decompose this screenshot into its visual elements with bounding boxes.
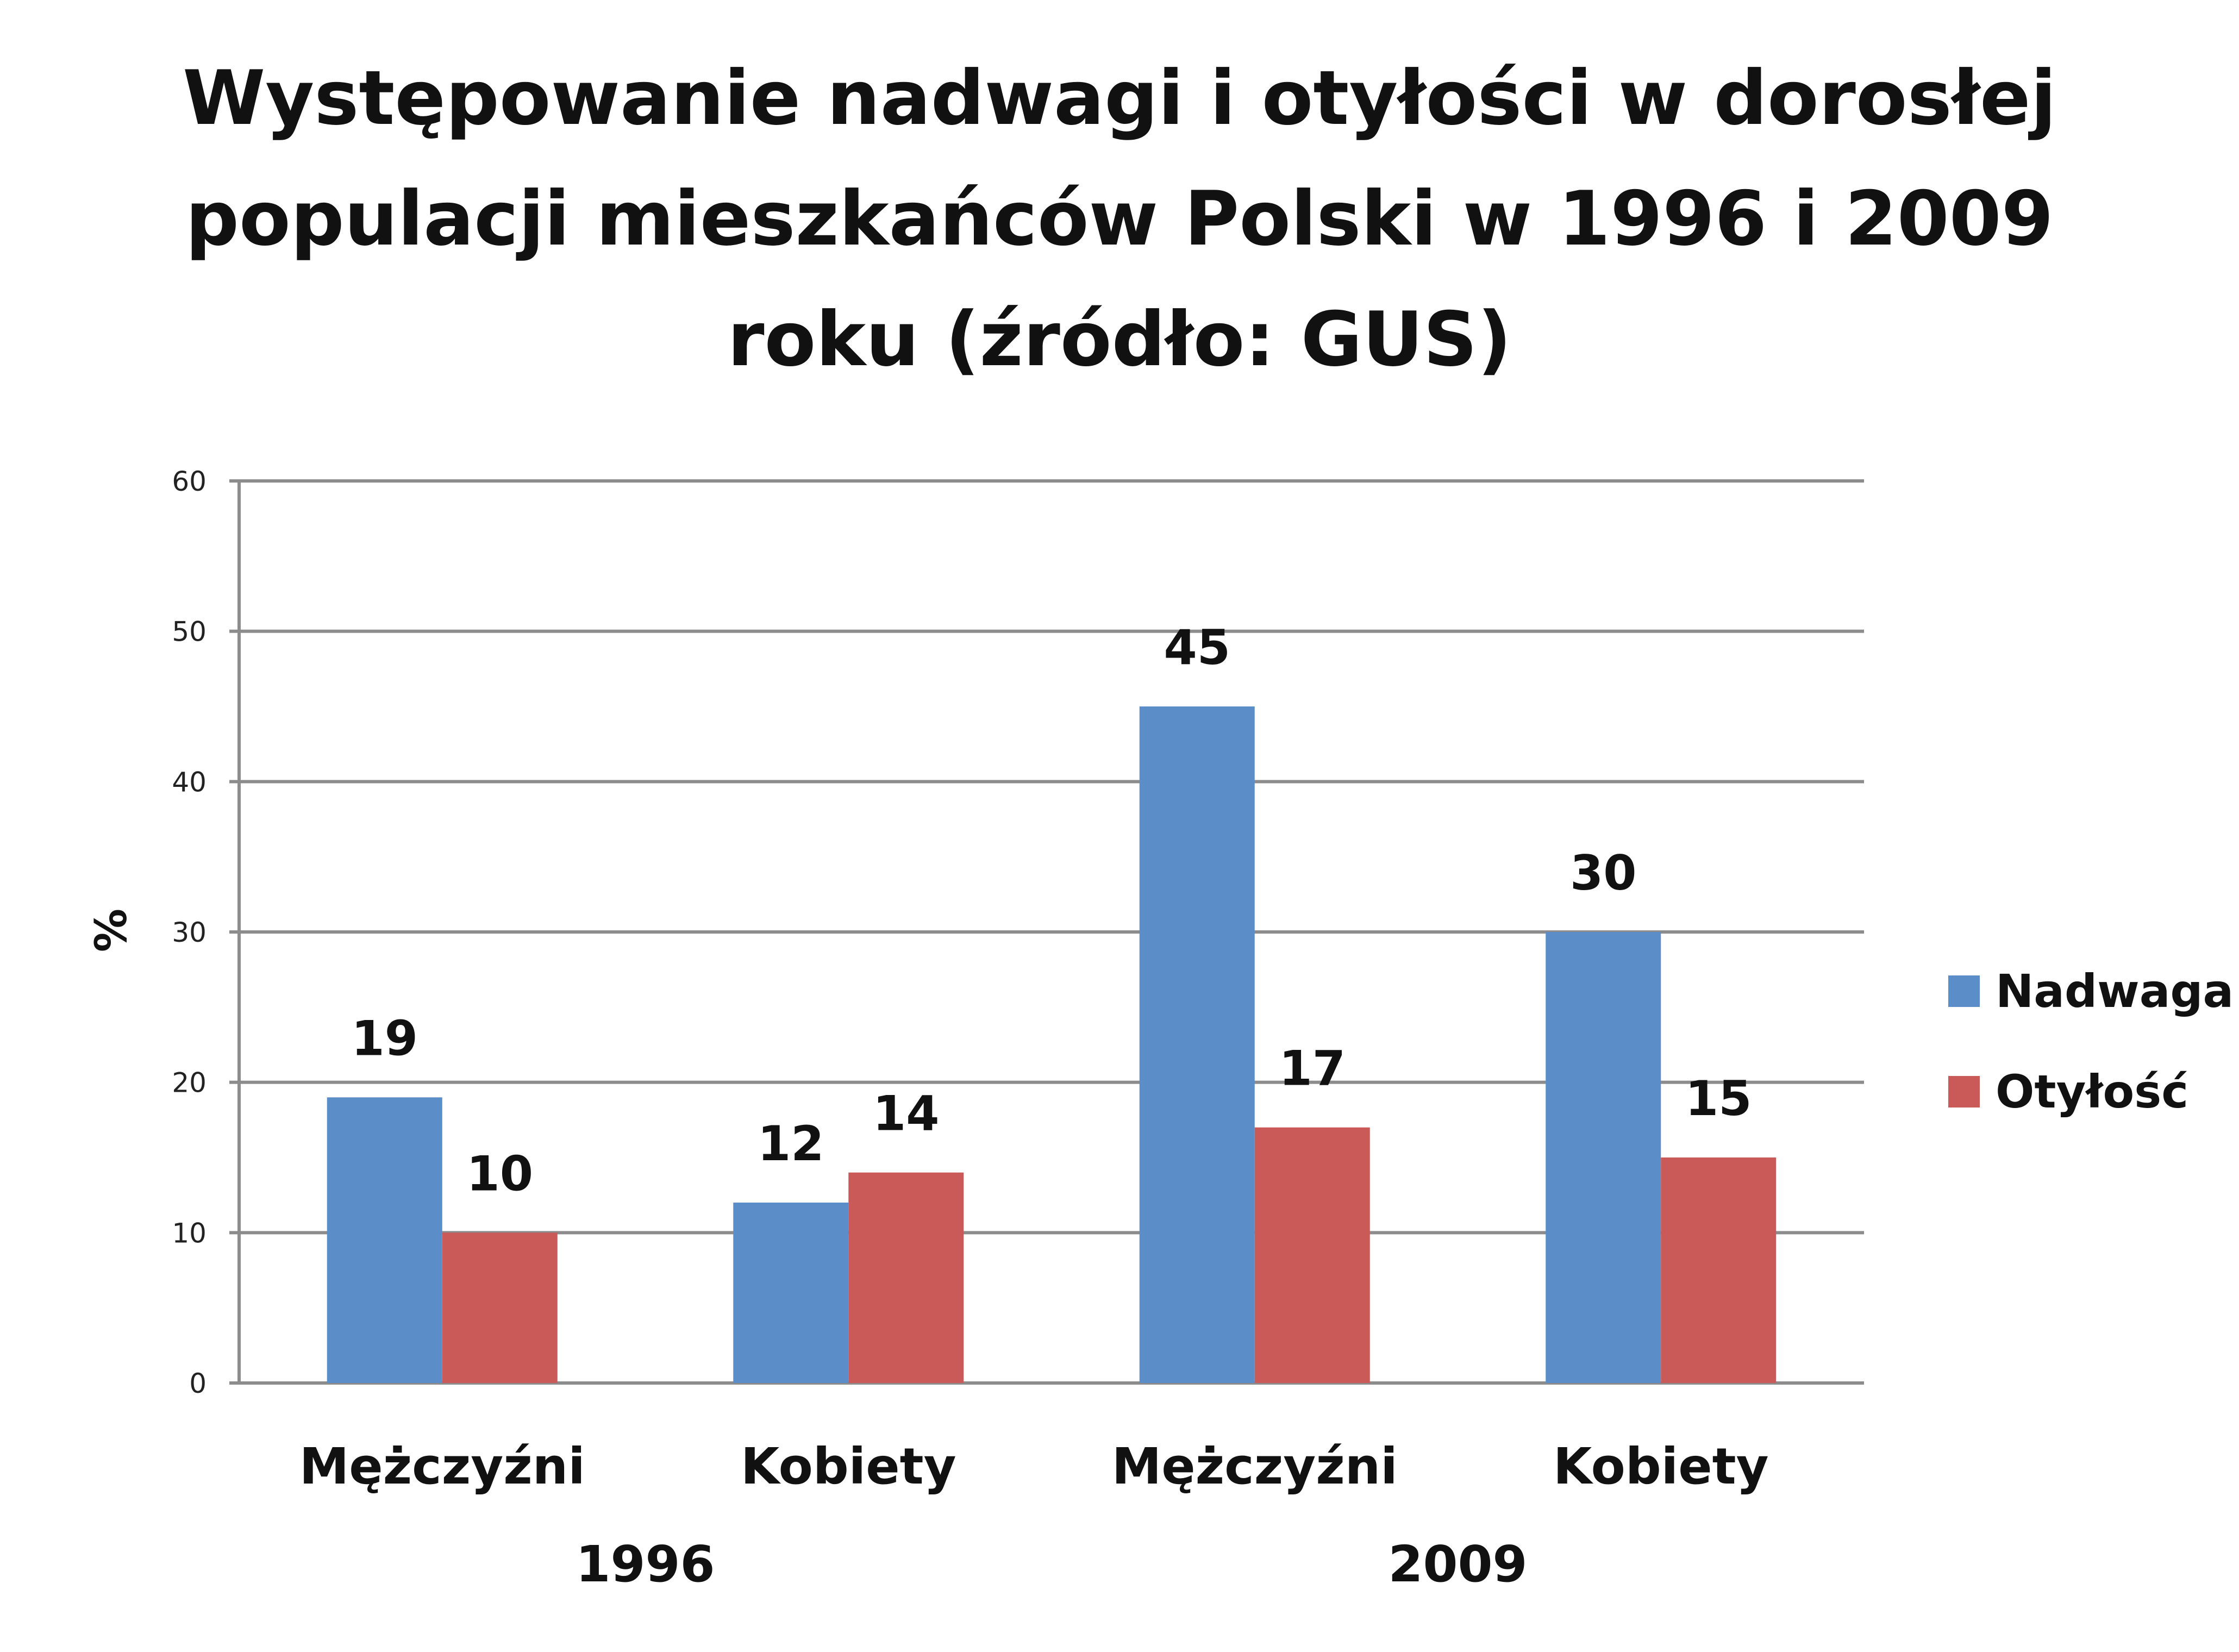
data-label: 10 bbox=[467, 1146, 533, 1202]
bar bbox=[848, 1172, 964, 1383]
data-label: 45 bbox=[1164, 620, 1230, 675]
bar bbox=[733, 1203, 849, 1383]
chart-title-line: populacji mieszkańców Polski w 1996 i 20… bbox=[185, 175, 2054, 262]
y-tick-label: 0 bbox=[189, 1368, 207, 1399]
data-label: 14 bbox=[873, 1086, 939, 1142]
y-tick-label: 40 bbox=[172, 766, 207, 798]
bar bbox=[327, 1097, 442, 1383]
category-labels: Mężczyźni Kobiety Mężczyźni Kobiety 1996 2009 bbox=[299, 1437, 1769, 1593]
chart-title: Występowanie nadwagi i otyłości w dorosł… bbox=[0, 38, 2239, 400]
data-label: 12 bbox=[758, 1116, 824, 1172]
data-label: 17 bbox=[1279, 1041, 1346, 1097]
group-label: 2009 bbox=[1388, 1535, 1527, 1593]
bar bbox=[1661, 1157, 1777, 1383]
bar bbox=[442, 1232, 558, 1383]
y-tick-label: 10 bbox=[172, 1217, 207, 1249]
y-tick-label: 30 bbox=[172, 917, 207, 948]
data-label: 15 bbox=[1685, 1071, 1752, 1127]
legend-swatch bbox=[1948, 975, 1980, 1007]
bars bbox=[327, 706, 1777, 1383]
category-label: Kobiety bbox=[1553, 1437, 1769, 1495]
legend-label: Otyłość bbox=[1996, 1065, 2188, 1118]
y-tick-label: 20 bbox=[172, 1067, 207, 1099]
bar bbox=[1254, 1127, 1370, 1383]
category-label: Mężczyźni bbox=[1112, 1437, 1398, 1495]
data-label: 30 bbox=[1570, 845, 1636, 901]
chart-title-line: Występowanie nadwagi i otyłości w dorosł… bbox=[183, 54, 2056, 142]
data-labels: 19 10 12 14 45 17 30 15 bbox=[352, 620, 1752, 1202]
legend-swatch bbox=[1948, 1076, 1980, 1107]
legend-label: Nadwaga bbox=[1996, 965, 2234, 1018]
y-tick-label: 60 bbox=[172, 466, 207, 497]
bar bbox=[1546, 932, 1661, 1383]
data-label: 19 bbox=[352, 1010, 418, 1066]
chart-title-line: roku (źródło: GUS) bbox=[727, 296, 1512, 383]
bar bbox=[1139, 706, 1255, 1383]
category-label: Mężczyźni bbox=[299, 1437, 585, 1495]
legend: Nadwaga Otyłość bbox=[1948, 965, 2234, 1118]
y-axis-title: % bbox=[86, 909, 136, 952]
category-label: Kobiety bbox=[741, 1437, 956, 1495]
axes: 0 10 20 30 40 50 60% bbox=[86, 466, 241, 1399]
group-label: 1996 bbox=[576, 1535, 715, 1593]
y-tick-label: 50 bbox=[172, 616, 207, 648]
